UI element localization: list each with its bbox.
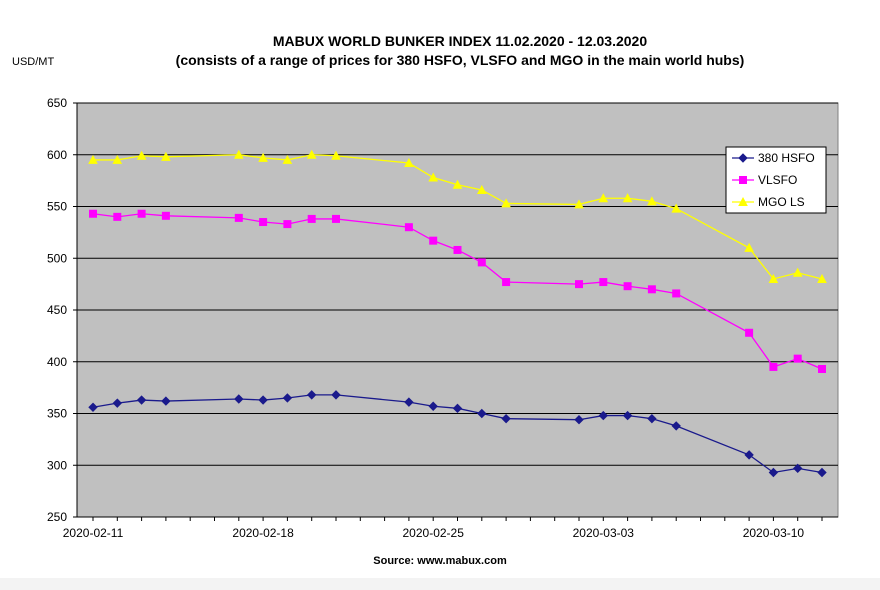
y-tick-label: 350 xyxy=(47,407,67,421)
bottom-strip xyxy=(0,578,880,590)
data-point-vlsfo xyxy=(769,362,778,371)
data-point-380-hsfo xyxy=(792,463,803,474)
data-point-vlsfo xyxy=(89,209,97,218)
legend-marker-vlsfo xyxy=(739,176,747,184)
data-point-mgo-ls xyxy=(282,154,293,164)
data-point-vlsfo xyxy=(575,280,583,289)
data-point-mgo-ls xyxy=(744,242,754,252)
data-point-vlsfo xyxy=(453,245,462,254)
data-point-380-hsfo xyxy=(477,408,487,419)
data-point-vlsfo xyxy=(307,214,316,223)
data-point-mgo-ls xyxy=(501,198,511,208)
data-point-vlsfo xyxy=(599,278,608,287)
legend-marker-mgo-ls xyxy=(738,196,748,206)
data-point-380-hsfo xyxy=(258,395,268,405)
y-tick-label: 600 xyxy=(47,148,67,162)
y-tick-label: 250 xyxy=(47,510,67,524)
data-point-mgo-ls xyxy=(428,172,439,182)
data-point-380-hsfo xyxy=(622,410,633,421)
data-point-mgo-ls xyxy=(331,150,341,160)
data-point-vlsfo xyxy=(429,236,438,245)
data-point-mgo-ls xyxy=(452,179,463,189)
data-point-380-hsfo xyxy=(331,390,341,400)
chart-title: MABUX WORLD BUNKER INDEX 11.02.2020 - 12… xyxy=(272,33,648,49)
data-point-vlsfo xyxy=(818,364,826,373)
data-point-380-hsfo xyxy=(234,394,244,404)
x-tick-label: 2020-02-18 xyxy=(232,526,294,540)
data-point-mgo-ls xyxy=(112,154,123,164)
data-point-vlsfo xyxy=(161,211,170,220)
data-point-vlsfo xyxy=(672,289,681,298)
chart-source: Source: www.mabux.com xyxy=(373,555,507,567)
legend-label-mgo-ls: MGO LS xyxy=(758,195,805,209)
x-tick-label: 2020-02-11 xyxy=(63,526,124,540)
data-point-vlsfo xyxy=(234,213,243,222)
y-tick-label: 400 xyxy=(47,355,67,369)
data-point-mgo-ls xyxy=(306,149,317,159)
y-tick-label: 550 xyxy=(47,200,67,214)
x-tick-label: 2020-03-10 xyxy=(743,526,805,540)
data-point-380-hsfo xyxy=(136,395,147,405)
legend-marker-380-hsfo xyxy=(738,153,748,163)
data-point-vlsfo xyxy=(623,282,632,291)
data-point-mgo-ls xyxy=(647,196,657,206)
data-point-vlsfo xyxy=(647,285,656,294)
data-point-vlsfo xyxy=(283,220,292,229)
y-axis-unit-label: USD/MT xyxy=(12,56,55,68)
data-point-380-hsfo xyxy=(112,398,123,408)
data-point-380-hsfo xyxy=(306,390,317,400)
data-point-mgo-ls xyxy=(817,273,827,283)
data-point-mgo-ls xyxy=(574,199,584,209)
y-tick-label: 450 xyxy=(47,303,67,317)
data-point-vlsfo xyxy=(404,223,413,232)
data-point-mgo-ls xyxy=(476,184,487,194)
data-point-380-hsfo xyxy=(282,393,293,403)
data-point-vlsfo xyxy=(332,214,340,223)
data-point-380-hsfo xyxy=(768,467,779,478)
chart-title-block: MABUX WORLD BUNKER INDEX 11.02.2020 - 12… xyxy=(0,32,880,70)
data-point-380-hsfo xyxy=(404,397,414,407)
data-point-mgo-ls xyxy=(233,149,244,159)
chart-subtitle: (consists of a range of prices for 380 H… xyxy=(175,52,745,68)
data-point-mgo-ls xyxy=(404,157,414,168)
data-point-380-hsfo xyxy=(452,403,463,414)
data-point-380-hsfo xyxy=(574,415,584,425)
data-point-380-hsfo xyxy=(744,450,754,460)
y-tick-label: 650 xyxy=(47,96,67,110)
data-point-vlsfo xyxy=(745,328,754,337)
x-tick-label: 2020-02-25 xyxy=(403,526,465,540)
data-point-mgo-ls xyxy=(671,203,682,213)
data-point-mgo-ls xyxy=(792,267,803,277)
data-point-380-hsfo xyxy=(161,396,171,406)
data-point-vlsfo xyxy=(113,212,122,221)
data-point-vlsfo xyxy=(259,218,268,227)
y-tick-label: 500 xyxy=(47,251,67,265)
data-point-380-hsfo xyxy=(817,467,827,478)
data-point-mgo-ls xyxy=(768,273,779,283)
legend-label-vlsfo: VLSFO xyxy=(758,173,797,187)
data-point-380-hsfo xyxy=(88,402,98,412)
data-point-380-hsfo xyxy=(598,410,609,421)
data-point-mgo-ls xyxy=(598,193,609,203)
data-point-mgo-ls xyxy=(161,151,171,161)
legend-label-380-hsfo: 380 HSFO xyxy=(758,151,815,165)
data-point-mgo-ls xyxy=(136,150,147,160)
data-point-mgo-ls xyxy=(258,152,268,162)
data-point-380-hsfo xyxy=(428,401,438,411)
data-point-vlsfo xyxy=(137,209,146,218)
data-point-380-hsfo xyxy=(671,421,681,431)
y-tick-label: 300 xyxy=(47,458,67,472)
data-point-vlsfo xyxy=(793,354,802,363)
data-point-vlsfo xyxy=(502,278,511,287)
data-point-mgo-ls xyxy=(88,154,98,164)
data-point-380-hsfo xyxy=(501,413,511,424)
data-point-vlsfo xyxy=(477,258,486,267)
data-point-380-hsfo xyxy=(647,413,657,424)
data-point-mgo-ls xyxy=(622,193,633,203)
x-tick-label: 2020-03-03 xyxy=(573,526,635,540)
